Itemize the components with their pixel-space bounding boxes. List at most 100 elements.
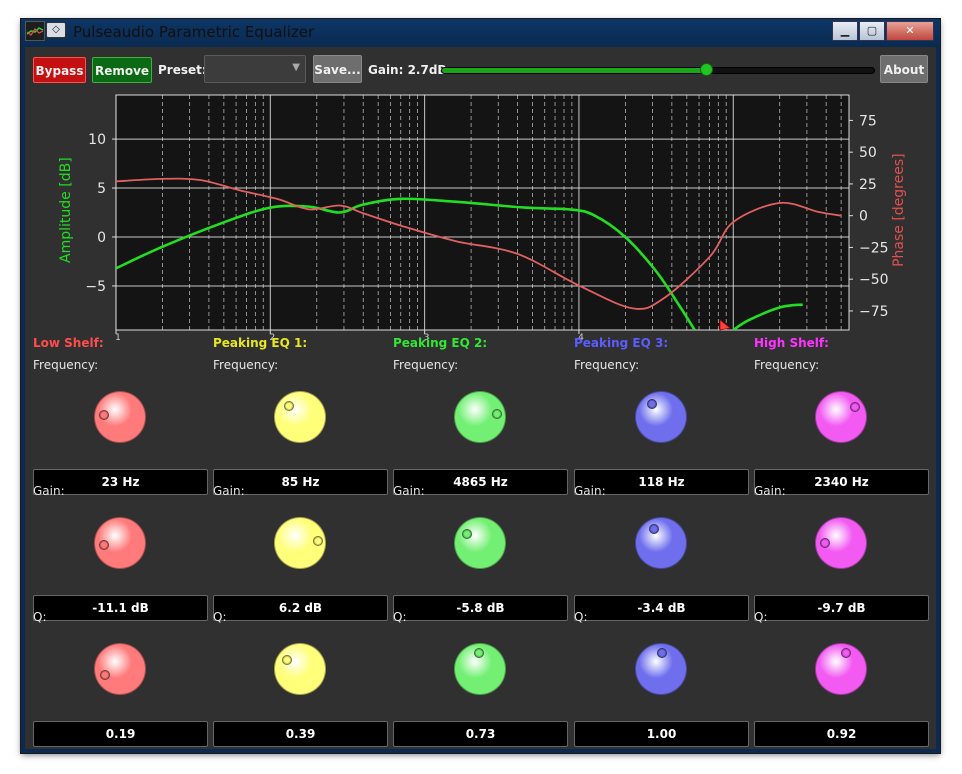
x-tick-label: 1 (115, 333, 121, 343)
right-tick-label: 0 (859, 209, 868, 225)
x-tick-label: 2 (269, 333, 275, 343)
band-title-peaking-eq-1: Peaking EQ 1: (213, 336, 308, 350)
q-value-high-shelf[interactable]: 0.92 (754, 721, 929, 747)
remove-button[interactable]: Remove (92, 57, 152, 83)
gain-slider-fill (442, 68, 706, 73)
frequency-dial-low-shelf[interactable] (94, 391, 146, 443)
gain-value-peaking-eq-2[interactable]: -5.8 dB (393, 595, 568, 621)
q-label: Q: (33, 610, 47, 624)
chevron-down-icon: ▼ (292, 62, 300, 73)
frequency-value-low-shelf[interactable]: 23 Hz (33, 469, 208, 495)
gain-dial-peaking-eq-2[interactable] (454, 517, 506, 569)
left-axis-label: Amplitude [dB] (58, 157, 74, 263)
gain-dial-indicator (462, 529, 473, 539)
equalizer-app-icon (25, 21, 45, 41)
plot-area (115, 94, 850, 331)
q-dial-peaking-eq-3[interactable] (635, 643, 687, 695)
amplitude-series-line (116, 197, 696, 330)
preset-dropdown[interactable]: ▼ (204, 55, 306, 83)
app-window: ◇ Pulseaudio Parametric Equalizer ▁ ▢ ✕ … (21, 19, 940, 753)
q-dial-low-shelf[interactable] (94, 643, 146, 695)
frequency-label: Frequency: (754, 358, 820, 372)
gain-value-peaking-eq-1[interactable]: 6.2 dB (213, 595, 388, 621)
gain-dial-peaking-eq-3[interactable] (635, 517, 687, 569)
gain-label: Gain: (213, 484, 245, 498)
q-dial-indicator (282, 655, 293, 665)
q-dial-high-shelf[interactable] (815, 643, 867, 695)
gain-value-high-shelf[interactable]: -9.7 dB (754, 595, 929, 621)
q-value-peaking-eq-2[interactable]: 0.73 (393, 721, 568, 747)
frequency-label: Frequency: (33, 358, 99, 372)
gain-dial-indicator (312, 536, 323, 547)
save-button[interactable]: Save... (313, 55, 362, 83)
right-tick-label: 50 (859, 145, 877, 161)
q-dial-indicator (657, 648, 667, 658)
frequency-dial-high-shelf[interactable] (815, 391, 867, 443)
q-dial-peaking-eq-1[interactable] (274, 643, 326, 695)
window-controls: ▁ ▢ ✕ (831, 21, 934, 41)
frequency-dial-indicator (850, 402, 861, 413)
x-tick-label: 3 (424, 333, 430, 343)
frequency-response-chart: −5 0 5 10 −75 −50 −25 0 25 50 75 1 2 3 4 Amplitude [dB]… (25, 91, 936, 363)
q-dial-indicator (473, 648, 484, 659)
q-dial-indicator (99, 670, 110, 681)
gain-label: Gain: (33, 484, 65, 498)
right-tick-label: 25 (859, 177, 877, 193)
q-label: Q: (574, 610, 588, 624)
frequency-marker (719, 319, 731, 331)
close-button[interactable]: ✕ (886, 21, 934, 41)
right-tick-label: −25 (859, 240, 889, 256)
gain-slider[interactable] (441, 63, 875, 76)
frequency-value-peaking-eq-3[interactable]: 118 Hz (574, 469, 749, 495)
gain-slider-handle[interactable] (699, 63, 713, 76)
maximize-button[interactable]: ▢ (859, 21, 885, 41)
frequency-dial-indicator (647, 399, 658, 410)
frequency-value-peaking-eq-2[interactable]: 4865 Hz (393, 469, 568, 495)
right-axis-label: Phase [degrees] (891, 153, 907, 267)
left-tick-label: 5 (97, 181, 106, 197)
q-label: Q: (213, 610, 227, 624)
about-button[interactable]: About (880, 55, 928, 83)
toolbar: Bypass Remove Preset: ▼ Save... Gain: 2.… (25, 47, 936, 95)
right-tick-label: −75 (859, 304, 889, 320)
frequency-dial-peaking-eq-2[interactable] (454, 391, 506, 443)
frequency-dial-indicator (492, 408, 503, 419)
gain-dial-low-shelf[interactable] (94, 517, 146, 569)
diamond-menu-icon[interactable]: ◇ (46, 22, 66, 38)
title-bar[interactable]: ◇ Pulseaudio Parametric Equalizer ▁ ▢ ✕ (21, 19, 940, 47)
window-title: Pulseaudio Parametric Equalizer (73, 23, 315, 41)
left-tick-label: 10 (88, 132, 106, 148)
gain-value-peaking-eq-3[interactable]: -3.4 dB (574, 595, 749, 621)
right-tick-label: −50 (859, 272, 889, 288)
frequency-value-peaking-eq-1[interactable]: 85 Hz (213, 469, 388, 495)
gain-label: Gain: (754, 484, 786, 498)
left-tick-label: 0 (97, 230, 106, 246)
frequency-value-high-shelf[interactable]: 2340 Hz (754, 469, 929, 495)
gain-dial-peaking-eq-1[interactable] (274, 517, 326, 569)
frequency-dial-indicator (283, 401, 294, 412)
band-title-high-shelf: High Shelf: (754, 336, 829, 350)
q-value-peaking-eq-1[interactable]: 0.39 (213, 721, 388, 747)
frequency-dial-peaking-eq-3[interactable] (635, 391, 687, 443)
minimize-button[interactable]: ▁ (832, 21, 858, 41)
gain-label: Gain: (574, 484, 606, 498)
frequency-dial-peaking-eq-1[interactable] (274, 391, 326, 443)
amplitude-series-line (732, 303, 803, 330)
q-value-peaking-eq-3[interactable]: 1.00 (574, 721, 749, 747)
gain-dial-indicator (820, 537, 831, 548)
frequency-label: Frequency: (393, 358, 459, 372)
preset-label: Preset: (158, 63, 207, 77)
q-label: Q: (754, 610, 768, 624)
bypass-button[interactable]: Bypass (33, 57, 86, 83)
band-title-low-shelf: Low Shelf: (33, 336, 104, 350)
frequency-label: Frequency: (574, 358, 640, 372)
band-title-peaking-eq-3: Peaking EQ 3: (574, 336, 669, 350)
right-tick-label: 75 (859, 113, 877, 129)
q-value-low-shelf[interactable]: 0.19 (33, 721, 208, 747)
gain-value-low-shelf[interactable]: -11.1 dB (33, 595, 208, 621)
gain-dial-high-shelf[interactable] (815, 517, 867, 569)
q-dial-peaking-eq-2[interactable] (454, 643, 506, 695)
q-label: Q: (393, 610, 407, 624)
x-tick-label: 4 (578, 333, 584, 343)
